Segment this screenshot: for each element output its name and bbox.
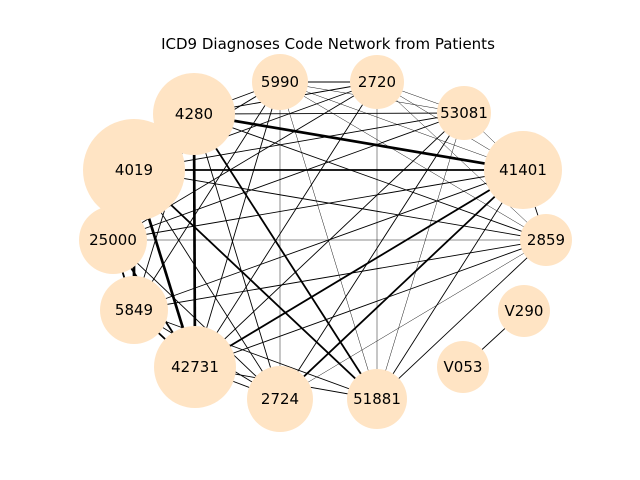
node-circle-51881 [347, 369, 407, 429]
node-label-53081: 53081 [440, 104, 488, 122]
node-circle-25000 [79, 206, 147, 274]
edge-4019-2859 [133, 169, 547, 241]
edge-5849-51881 [133, 309, 378, 400]
edge-4280-53081 [193, 112, 465, 115]
node-label-2859: 2859 [527, 231, 565, 249]
node-label-V053: V053 [444, 358, 483, 376]
node-25000: 25000 [79, 206, 147, 274]
node-V290: V290 [498, 285, 550, 337]
node-circle-2859 [520, 214, 572, 266]
node-V053: V053 [437, 341, 489, 393]
edge-2724-41401 [279, 169, 524, 400]
edge-42731-53081 [194, 112, 465, 368]
edge-51881-5990 [279, 81, 378, 400]
edge-5849-2859 [133, 239, 547, 311]
node-circle-42731 [154, 326, 236, 408]
edge-2720-2859 [376, 81, 547, 241]
edge-5849-5990 [133, 81, 281, 311]
edge-4280-2724 [193, 113, 281, 400]
edge-4019-53081 [133, 112, 465, 171]
edge-4280-51881 [193, 113, 378, 400]
node-label-2724: 2724 [261, 390, 299, 408]
node-circle-V053 [437, 341, 489, 393]
edge-42731-2859 [194, 239, 547, 368]
edge-51881-41401 [376, 169, 524, 400]
edge-4280-41401 [193, 112, 524, 172]
edge-2724-2859 [279, 239, 547, 400]
node-label-51881: 51881 [353, 390, 401, 408]
node-circle-4019 [83, 119, 185, 221]
node-label-42731: 42731 [171, 358, 219, 376]
node-label-5849: 5849 [115, 301, 153, 319]
node-2724: 2724 [247, 366, 313, 432]
node-41401: 41401 [484, 131, 562, 209]
edge-4280-2859 [193, 113, 547, 241]
edge-42731-2720 [194, 81, 378, 368]
node-circle-2724 [247, 366, 313, 432]
nodes-layer: 4280 5990 2720 53081 41401 4019 25000 2859 V290 5… [79, 54, 572, 432]
node-circle-5990 [252, 54, 308, 110]
node-label-V290: V290 [505, 302, 544, 320]
edge-42731-41401 [194, 169, 524, 368]
edge-4019-51881 [133, 169, 378, 400]
edge-5990-2859 [279, 81, 547, 241]
edge-42731-5990 [194, 81, 281, 368]
node-42731: 42731 [154, 326, 236, 408]
node-2720: 2720 [350, 55, 404, 109]
figure-title: ICD9 Diagnoses Code Network from Patient… [161, 35, 495, 53]
node-53081: 53081 [437, 86, 491, 140]
node-circle-41401 [484, 131, 562, 209]
node-label-25000: 25000 [89, 231, 137, 249]
node-label-41401: 41401 [499, 161, 547, 179]
node-circle-53081 [437, 86, 491, 140]
node-circle-V290 [498, 285, 550, 337]
node-label-5990: 5990 [261, 73, 299, 91]
edge-4280-42731 [192, 113, 197, 368]
node-circle-4280 [153, 73, 235, 155]
node-2859: 2859 [520, 214, 572, 266]
node-51881: 51881 [347, 369, 407, 429]
node-label-4019: 4019 [115, 161, 153, 179]
edge-25000-53081 [112, 112, 465, 241]
edge-51881-53081 [376, 112, 465, 400]
node-5849: 5849 [100, 276, 168, 344]
edge-51881-2859 [376, 239, 547, 400]
node-circle-2720 [350, 55, 404, 109]
edge-5990-41401 [279, 81, 524, 171]
node-4019: 4019 [83, 119, 185, 221]
node-5990: 5990 [252, 54, 308, 110]
node-label-4280: 4280 [175, 105, 213, 123]
node-circle-5849 [100, 276, 168, 344]
edge-25000-2724 [112, 239, 281, 400]
edge-25000-41401 [112, 169, 524, 241]
node-4280: 4280 [153, 73, 235, 155]
node-label-2720: 2720 [358, 73, 396, 91]
edge-2724-53081 [279, 112, 465, 400]
